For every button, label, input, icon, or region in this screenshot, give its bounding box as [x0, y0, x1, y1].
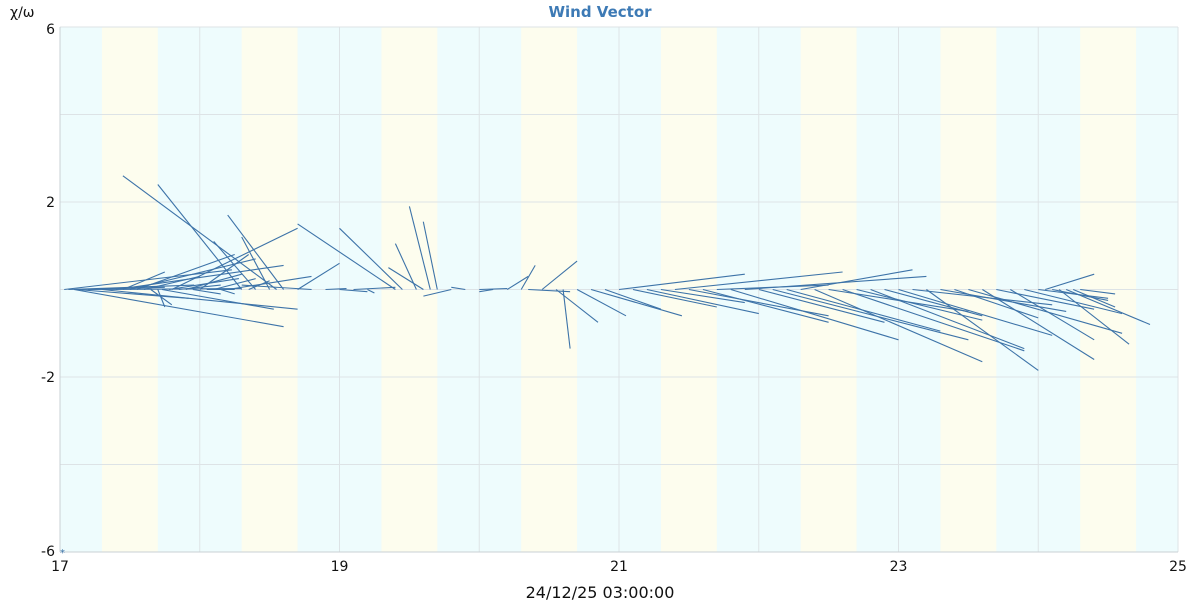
wind-vector	[940, 288, 1067, 312]
wind-vector	[185, 273, 242, 291]
wind-vector	[926, 289, 1039, 371]
wind-vector	[1065, 288, 1151, 326]
wind-vector	[101, 288, 298, 310]
wind-vector	[422, 221, 438, 290]
wind-vector	[884, 288, 983, 317]
wind-vector	[1072, 288, 1116, 308]
wind-vector	[479, 288, 508, 291]
wind-vector	[157, 184, 243, 290]
wind-vector	[241, 284, 312, 291]
origin-marker-label: *	[60, 548, 65, 559]
wind-vector	[297, 223, 396, 290]
wind-vector	[555, 289, 599, 323]
chart-title: Wind Vector	[548, 3, 652, 21]
wind-vector	[842, 288, 1025, 352]
y-tick-label: -6	[41, 544, 55, 560]
wind-vector	[297, 262, 340, 290]
wind-vector	[325, 288, 347, 291]
wind-vector	[451, 286, 466, 291]
wind-vector	[157, 289, 166, 308]
vector-series	[64, 175, 1151, 371]
y-tick-label: -2	[41, 370, 55, 386]
x-axis-label: 24/12/25 03:00:00	[526, 583, 675, 600]
wind-vector	[339, 227, 403, 290]
wind-vector	[506, 275, 529, 290]
x-tick-label: 25	[1169, 559, 1187, 575]
wind-vector	[1010, 289, 1095, 341]
wind-vector	[122, 175, 277, 290]
wind-vector	[115, 264, 284, 291]
wind-vector	[730, 288, 899, 341]
wind-vector	[954, 288, 1039, 319]
wind-vector	[541, 260, 578, 290]
wind-vector	[339, 288, 368, 293]
wind-vector	[479, 288, 494, 293]
wind-vector	[161, 288, 274, 310]
wind-vector	[576, 289, 627, 317]
x-tick-label: 19	[331, 559, 349, 575]
wind-vector	[996, 288, 1095, 310]
x-tick-label: 23	[890, 559, 908, 575]
wind-vector	[1080, 288, 1116, 295]
wind-vector	[388, 267, 424, 290]
wind-vector	[423, 288, 452, 297]
wind-vector	[660, 288, 745, 304]
wind-vector	[1045, 273, 1095, 291]
wind-vector	[394, 243, 417, 290]
wind-vector	[590, 288, 683, 317]
wind-vector	[213, 278, 256, 291]
y-tick-labels: 6 2 -2 -6	[41, 22, 55, 560]
x-tick-label: 17	[51, 559, 69, 575]
y-axis-label: χ/ω	[10, 5, 35, 21]
wind-vector	[213, 241, 257, 290]
wind-vector	[143, 275, 200, 291]
wind-vector	[122, 271, 166, 291]
wind-vector	[178, 284, 221, 291]
wind-vector	[199, 254, 250, 290]
wind-vector	[1058, 289, 1130, 345]
wind-vector	[618, 273, 745, 291]
x-tick-labels: 17 19 21 23 25	[51, 559, 1187, 575]
y-tick-label: 2	[46, 195, 55, 211]
wind-vector	[353, 286, 396, 291]
wind-vector	[772, 288, 969, 341]
wind-vector	[192, 288, 221, 295]
wind-vector	[367, 289, 375, 294]
wind-vector	[408, 206, 431, 290]
wind-vector	[220, 288, 235, 295]
wind-vector	[227, 214, 285, 290]
wind-vector	[1024, 288, 1123, 315]
wind-vector	[898, 288, 1053, 336]
wind-vector	[227, 275, 312, 291]
wind-vector	[982, 289, 1095, 360]
wind-vector	[520, 265, 536, 290]
wind-vector	[646, 288, 759, 315]
wind-vector	[674, 271, 843, 291]
wind-vector	[870, 288, 1025, 350]
wind-vector	[562, 289, 571, 349]
wind-vector	[702, 288, 829, 323]
wind-vector	[814, 288, 983, 363]
wind-vector	[632, 288, 717, 308]
x-tick-label: 21	[610, 559, 628, 575]
wind-vector	[73, 288, 284, 328]
wind-vector	[800, 269, 913, 291]
wind-vector	[64, 269, 232, 291]
axes	[59, 27, 1178, 553]
y-tick-label: 6	[46, 22, 55, 38]
wind-vector	[604, 288, 662, 310]
wind-vector	[758, 288, 885, 323]
